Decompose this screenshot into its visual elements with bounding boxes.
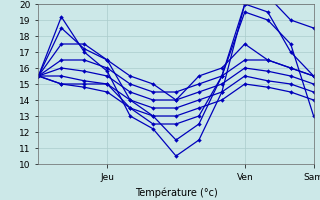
- X-axis label: Température (°c): Température (°c): [135, 188, 217, 198]
